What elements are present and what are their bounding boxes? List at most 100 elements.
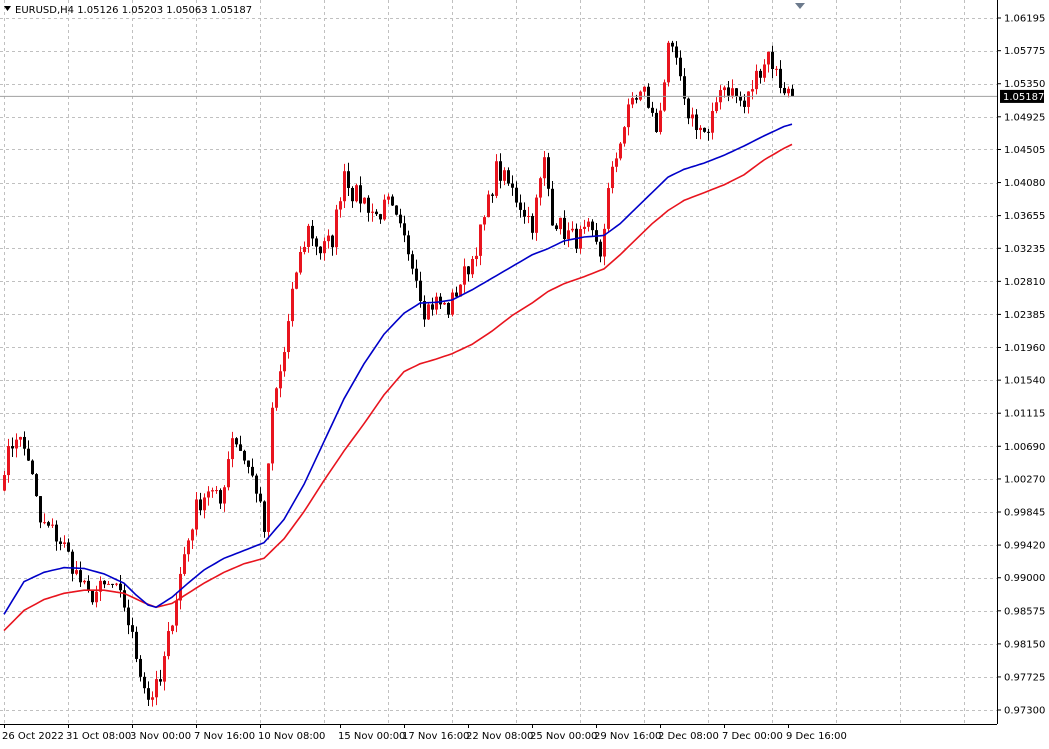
candle[interactable] [31, 459, 34, 475]
candle[interactable] [475, 247, 478, 267]
candle[interactable] [639, 90, 642, 102]
candle[interactable] [683, 68, 686, 106]
candle[interactable] [207, 486, 210, 506]
candle[interactable] [395, 205, 398, 216]
candle[interactable] [619, 142, 622, 161]
candle[interactable] [559, 217, 562, 235]
candle[interactable] [199, 492, 202, 516]
candle[interactable] [91, 590, 94, 605]
candle[interactable] [571, 221, 574, 233]
candle[interactable] [379, 213, 382, 224]
candle[interactable] [375, 209, 378, 216]
candle[interactable] [171, 624, 174, 635]
candle[interactable] [139, 655, 142, 682]
candle[interactable] [115, 582, 118, 587]
candle[interactable] [583, 219, 586, 234]
candle[interactable] [267, 463, 270, 540]
candle[interactable] [695, 109, 698, 140]
candle[interactable] [235, 437, 238, 448]
candle[interactable] [691, 107, 694, 127]
candle[interactable] [415, 259, 418, 288]
candle[interactable] [383, 194, 386, 221]
candle[interactable] [631, 92, 634, 109]
candle[interactable] [607, 182, 610, 232]
candle[interactable] [295, 271, 298, 290]
candle[interactable] [291, 281, 294, 327]
candle[interactable] [431, 297, 434, 316]
candle[interactable] [707, 128, 710, 141]
candle[interactable] [767, 51, 770, 73]
candle[interactable] [15, 433, 18, 458]
candle[interactable] [447, 302, 450, 318]
candle[interactable] [327, 229, 330, 249]
candle[interactable] [703, 127, 706, 133]
candle[interactable] [747, 91, 750, 114]
candle[interactable] [79, 561, 82, 588]
candle[interactable] [283, 346, 286, 377]
candle[interactable] [615, 152, 618, 173]
candle[interactable] [735, 87, 738, 104]
candle[interactable] [7, 438, 10, 483]
candle[interactable] [215, 486, 218, 494]
candle[interactable] [71, 549, 74, 582]
candle[interactable] [723, 85, 726, 98]
candle[interactable] [459, 284, 462, 297]
candle[interactable] [791, 84, 794, 97]
candle[interactable] [163, 651, 166, 691]
candle[interactable] [367, 195, 370, 222]
candle[interactable] [491, 192, 494, 203]
candle[interactable] [147, 681, 150, 706]
candle[interactable] [567, 222, 570, 248]
candle[interactable] [203, 493, 206, 519]
candle[interactable] [159, 669, 162, 686]
candle[interactable] [471, 256, 474, 279]
candle[interactable] [387, 193, 390, 205]
candle[interactable] [35, 473, 38, 497]
candle[interactable] [275, 387, 278, 411]
candle[interactable] [231, 431, 234, 468]
candle[interactable] [279, 364, 282, 398]
candle[interactable] [27, 440, 30, 461]
candle[interactable] [527, 206, 530, 224]
candle[interactable] [679, 50, 682, 81]
candle[interactable] [611, 161, 614, 194]
candle[interactable] [451, 289, 454, 317]
candle[interactable] [667, 40, 670, 87]
candle[interactable] [411, 250, 414, 275]
candle[interactable] [539, 176, 542, 206]
symbol-menu-icon[interactable] [4, 6, 11, 11]
candle[interactable] [371, 203, 374, 222]
candle[interactable] [731, 79, 734, 99]
candle[interactable] [587, 218, 590, 232]
candle[interactable] [287, 313, 290, 359]
candle[interactable] [655, 108, 658, 133]
candle[interactable] [479, 224, 482, 266]
candle[interactable] [175, 592, 178, 633]
candle[interactable] [123, 583, 126, 612]
candle-layer[interactable] [3, 40, 794, 707]
candle[interactable] [407, 230, 410, 261]
candle[interactable] [351, 186, 354, 208]
candle[interactable] [715, 97, 718, 114]
candle[interactable] [239, 435, 242, 451]
candle[interactable] [107, 580, 110, 585]
candle[interactable] [243, 449, 246, 465]
candle[interactable] [347, 162, 350, 197]
candle[interactable] [623, 126, 626, 147]
candle[interactable] [219, 488, 222, 510]
candle[interactable] [483, 215, 486, 231]
candle[interactable] [435, 292, 438, 315]
candle[interactable] [359, 176, 362, 213]
candle[interactable] [771, 45, 774, 79]
candle[interactable] [627, 98, 630, 136]
candle[interactable] [339, 197, 342, 218]
candle[interactable] [419, 271, 422, 308]
candle[interactable] [263, 500, 266, 538]
candle[interactable] [427, 302, 430, 321]
candle[interactable] [663, 79, 666, 112]
candle[interactable] [303, 241, 306, 255]
candle[interactable] [543, 151, 546, 186]
candle[interactable] [59, 537, 62, 551]
